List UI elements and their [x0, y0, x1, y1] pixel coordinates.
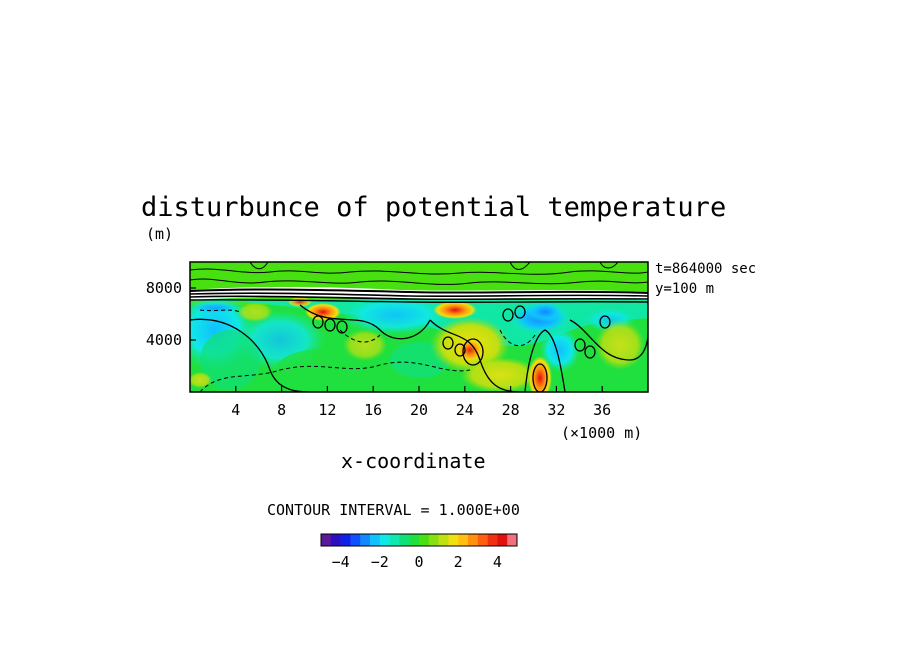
x-tick-label: 28	[502, 401, 520, 419]
x-unit-label: (×1000 m)	[561, 424, 642, 442]
colorbar-cell	[419, 534, 430, 546]
colorbar-cell	[389, 534, 400, 546]
colorbar-cell	[458, 534, 469, 546]
colorbar-cell	[448, 534, 459, 546]
x-tick-label: 20	[410, 401, 428, 419]
colorbar-frame	[320, 533, 518, 547]
chart-title: disturbunce of potential temperature	[141, 192, 726, 223]
colorbar-cell	[487, 534, 498, 546]
x-axis: 4 8 12 16 20 24 28 32 36	[231, 386, 611, 419]
colorbar-tick-label: −2	[371, 553, 389, 571]
x-tick-label: 32	[547, 401, 565, 419]
x-tick-label: 8	[277, 401, 286, 419]
colorbar-cell	[477, 534, 488, 546]
colorbar-cell	[468, 534, 479, 546]
colorbar-cell	[438, 534, 449, 546]
colorbar-cell	[321, 534, 332, 546]
colorbar: −4 −2 0 2 4	[320, 533, 518, 571]
colorbar-tick-label: 2	[454, 553, 463, 571]
x-tick-label: 36	[593, 401, 611, 419]
x-tick-label: 12	[318, 401, 336, 419]
colorbar-cell	[507, 534, 518, 546]
colorbar-cell	[350, 534, 361, 546]
contour-interval-label: CONTOUR INTERVAL = 1.000E+00	[267, 501, 520, 519]
colorbar-cell	[399, 534, 410, 546]
time-label: t=864000 sec	[655, 261, 756, 277]
y-tick-label: 4000	[146, 331, 182, 349]
colorbar-cell	[497, 534, 508, 546]
x-tick-label: 24	[456, 401, 474, 419]
heatmap-field	[190, 262, 648, 392]
x-axis-label: x-coordinate	[341, 449, 486, 473]
x-tick-label: 16	[364, 401, 382, 419]
colorbar-tick-label: 0	[414, 553, 423, 571]
colorbar-cell	[330, 534, 341, 546]
colorbar-cell	[379, 534, 390, 546]
colorbar-cell	[428, 534, 439, 546]
y-axis-label: (m)	[146, 225, 173, 243]
colorbar-cell	[370, 534, 381, 546]
colorbar-cell	[360, 534, 371, 546]
y-section-label: y=100 m	[655, 281, 714, 297]
y-tick-label: 8000	[146, 279, 182, 297]
colorbar-tick-label: −4	[332, 553, 350, 571]
colorbar-cell	[340, 534, 351, 546]
y-axis: 4000 8000	[146, 279, 196, 349]
colorbar-cell	[409, 534, 420, 546]
x-tick-label: 4	[231, 401, 240, 419]
colorbar-tick-label: 4	[493, 553, 502, 571]
